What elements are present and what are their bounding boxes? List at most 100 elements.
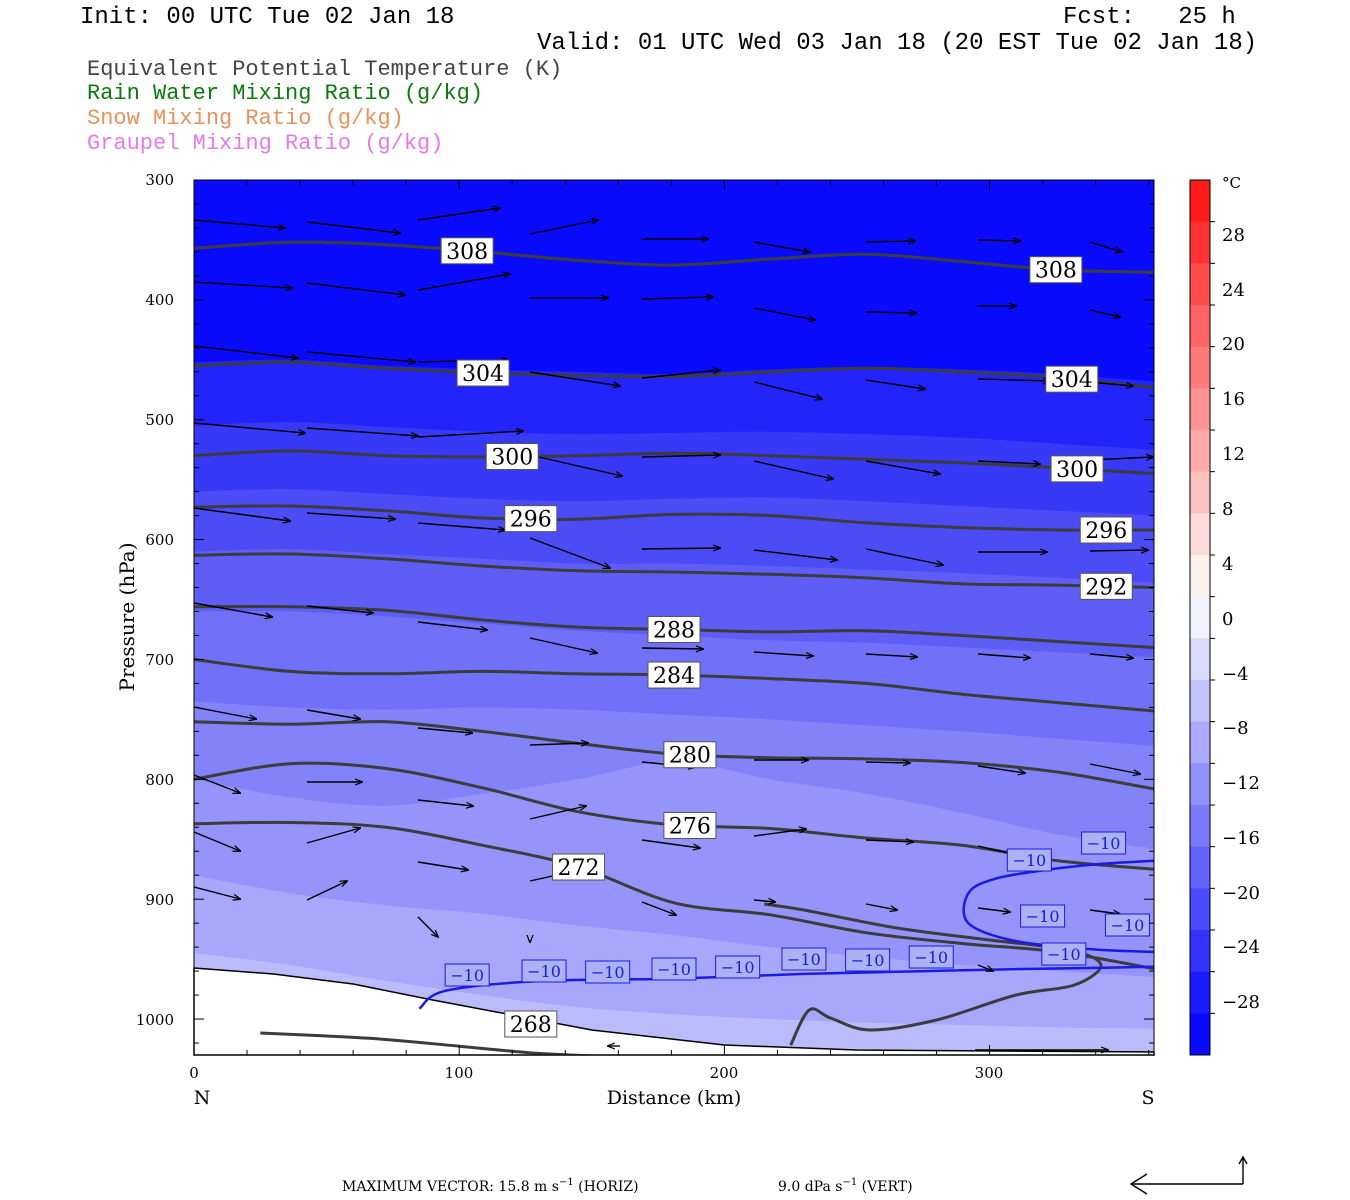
field-label-rain: Rain Water Mixing Ratio (g/kg): [87, 81, 484, 106]
colorbar-swatch: [1190, 180, 1210, 223]
wind-vector: [753, 549, 837, 560]
contour-label-box: [1079, 572, 1133, 600]
theta-e-contour: [194, 240, 1154, 274]
colorbar-label: −16: [1222, 828, 1260, 849]
field-label-theta-e: Equivalent Potential Temperature (K): [87, 57, 563, 82]
wind-vector: [194, 507, 290, 521]
x-end-label-south: S: [1141, 1087, 1154, 1109]
contour-label: 304: [462, 362, 504, 387]
wind-vector: [641, 839, 700, 848]
y-tick-label: 600: [145, 531, 174, 549]
wind-vector: [1089, 909, 1120, 914]
colorbar-swatch: [1190, 388, 1210, 431]
theta-e-contour: [763, 902, 1103, 1046]
wind-vector: [529, 806, 586, 820]
contour-label: 308: [446, 240, 488, 265]
vert-vector-label: 9.0 dPa s: [778, 1179, 842, 1195]
wind-vector: [306, 828, 360, 844]
contour-label-box: [1045, 365, 1099, 393]
wind-vector: [753, 460, 833, 479]
colorbar-swatch: [1190, 555, 1210, 598]
contour-label: 292: [1085, 575, 1127, 600]
y-tick-label: 1000: [136, 1011, 174, 1029]
wind-vector: [417, 522, 505, 530]
wind-vector: [529, 743, 588, 745]
wind-vector: [641, 455, 720, 457]
isotherm-label: −10: [1087, 834, 1121, 853]
colorbar-swatch: [1190, 1013, 1210, 1056]
wind-vector: [417, 727, 472, 733]
wind-vector: [1089, 309, 1120, 317]
wind-vector: [977, 653, 1030, 658]
wind-vector: [417, 274, 510, 291]
wind-vector: [753, 307, 815, 320]
wind-vector: [753, 829, 806, 837]
colorbar-label: −24: [1222, 937, 1260, 958]
wind-vector: [194, 831, 240, 851]
contour-label: 280: [669, 744, 711, 769]
plot-frame: [193, 179, 1155, 1056]
wind-vector: [306, 881, 347, 901]
isotherm-label-box: [781, 947, 827, 971]
isotherm-label-box: [1006, 848, 1052, 872]
theta-e-contour: [194, 360, 1154, 389]
colorbar-label: 20: [1222, 334, 1245, 355]
wind-vector: [529, 637, 597, 653]
wind-vector: [1089, 653, 1133, 658]
x-axis-labels: 0 100 200 300: [189, 1064, 1003, 1082]
wind-vector: [306, 709, 360, 719]
wind-vector: [641, 297, 713, 299]
axis-ticks: [193, 179, 1154, 1055]
y-axis-title: Pressure (hPa): [115, 543, 139, 692]
isotherm-label-box: [1020, 904, 1066, 928]
wind-vector: [529, 220, 598, 235]
field-label-graupel: Graupel Mixing Ratio (g/kg): [87, 131, 444, 156]
colorbar-label: 24: [1222, 280, 1245, 301]
colorbar-swatch: [1190, 680, 1210, 723]
contour-label: 300: [491, 446, 533, 471]
wind-vector: [977, 461, 1040, 464]
wind-vector: [977, 765, 1025, 773]
contour-label-box: [1050, 455, 1104, 483]
isotherm-label: −10: [787, 950, 821, 969]
wind-vector: [306, 282, 405, 295]
contour-label-box: [504, 1010, 558, 1038]
colorbar-label: −4: [1222, 664, 1249, 685]
contour-label-box: [663, 811, 717, 839]
wind-vector: [529, 537, 610, 568]
wind-vector: [529, 454, 622, 476]
contour-label: 296: [510, 508, 552, 533]
colorbar-label: −28: [1222, 992, 1260, 1013]
colorbar-swatch: [1190, 513, 1210, 556]
contour-label-box: [504, 505, 558, 533]
colorbar-label: 0: [1222, 609, 1233, 630]
wind-vector: [194, 281, 292, 288]
isotherm-label-box: [521, 959, 567, 983]
wind-vector: [977, 907, 1010, 912]
contour-label: 272: [558, 856, 600, 881]
isotherm-label-box: [1081, 831, 1127, 855]
init-time: Init: 00 UTC Tue 02 Jan 18: [80, 4, 455, 31]
y-tick-label: 400: [145, 291, 174, 309]
colorbar-swatch: [1190, 888, 1210, 931]
wind-vector: [417, 621, 487, 630]
max-vector-label: MAXIMUM VECTOR: 15.8 m s: [342, 1179, 559, 1195]
x-tick-label: 300: [975, 1064, 1004, 1082]
wind-vector: [417, 431, 523, 438]
y-tick-label: 700: [145, 651, 174, 669]
contour-label-box: [440, 237, 494, 265]
wind-vector: [641, 901, 676, 915]
x-tick-label: 200: [710, 1064, 739, 1082]
wind-vector: [417, 861, 468, 870]
isotherm-label-box: [1104, 913, 1150, 937]
isotherm-label-box: [444, 963, 490, 987]
colorbar-swatch: [1190, 471, 1210, 514]
wind-vector: [194, 886, 240, 899]
colorbar-swatch: [1190, 846, 1210, 889]
isotherm-label-box: [715, 955, 761, 979]
wind-vector: [865, 241, 915, 242]
theta-e-contour: [194, 552, 1154, 589]
colorbar-label: 4: [1222, 554, 1233, 575]
wind-vector: [865, 548, 943, 565]
